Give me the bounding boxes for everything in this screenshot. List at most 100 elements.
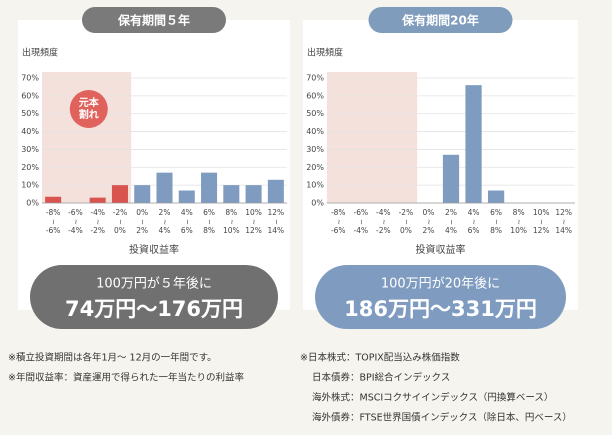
x-tick-label: 2%: [445, 208, 457, 217]
bar: [45, 196, 62, 203]
y-tick-label: 0%: [26, 199, 39, 208]
x-tick-label: -8%: [331, 208, 346, 217]
x-tick-tilde: ~: [49, 219, 57, 225]
summary-pill: [315, 265, 566, 329]
x-tick-label: -2%: [376, 226, 391, 235]
footnote: ※積立投資期間は各年1月〜 12月の一年間です。: [8, 352, 217, 364]
x-tick-label: 8%: [203, 226, 215, 235]
y-tick-label: 70%: [306, 74, 324, 83]
x-tick-label: 12%: [268, 208, 285, 217]
x-tick-label: 10%: [223, 226, 240, 235]
x-tick-label: 0%: [400, 226, 412, 235]
bar: [442, 154, 460, 203]
x-tick-label: -2%: [113, 208, 128, 217]
y-tick-label: 30%: [21, 145, 39, 154]
annotation: 割れ: [79, 108, 99, 121]
x-tick-tilde: ~: [357, 219, 365, 225]
bar: [201, 172, 218, 203]
footnote: 海外株式：MSCIコクサイインデックス（円換算ベース）: [312, 392, 553, 404]
y-axis-label: 出現頻度: [22, 47, 58, 59]
x-tick-label: -2%: [399, 208, 414, 217]
x-tick-label: -6%: [354, 208, 369, 217]
x-tick-label: -6%: [46, 226, 61, 235]
header-pill: [368, 7, 513, 33]
x-tick-label: -4%: [68, 226, 83, 235]
x-tick-label: 4%: [445, 226, 457, 235]
x-tick-tilde: ~: [334, 219, 342, 225]
x-tick-tilde: ~: [537, 219, 545, 225]
x-tick-label: 4%: [159, 226, 171, 235]
x-tick-label: 0%: [423, 208, 435, 217]
x-tick-label: 10%: [245, 208, 262, 217]
x-tick-label: 10%: [510, 226, 527, 235]
y-tick-label: 50%: [306, 109, 324, 118]
summary-line: 100万円が５年後に: [96, 277, 212, 292]
x-tick-tilde: ~: [402, 219, 410, 225]
x-tick-label: -4%: [90, 208, 105, 217]
x-tick-label: 2%: [136, 226, 148, 235]
x-tick-tilde: ~: [183, 219, 191, 225]
y-tick-label: 20%: [21, 163, 39, 172]
footnote: 日本債券：BPI総合インデックス: [312, 372, 450, 384]
y-tick-label: 60%: [306, 91, 324, 100]
x-tick-tilde: ~: [272, 219, 280, 225]
x-tick-tilde: ~: [492, 219, 500, 225]
x-tick-label: -6%: [68, 208, 83, 217]
x-tick-tilde: ~: [379, 219, 387, 225]
x-tick-tilde: ~: [250, 219, 258, 225]
footnote: ※日本株式：TOPIX配当込み株価指数: [300, 352, 460, 364]
y-axis-label: 出現頻度: [307, 47, 343, 59]
bar: [156, 172, 173, 203]
y-tick-label: 10%: [306, 181, 324, 190]
x-axis-label: 投資収益率: [416, 243, 466, 256]
y-tick-label: 70%: [21, 74, 39, 83]
x-tick-label: 4%: [181, 208, 193, 217]
x-tick-label: 4%: [468, 208, 480, 217]
bar: [111, 185, 128, 203]
x-tick-tilde: ~: [447, 219, 455, 225]
x-tick-label: 12%: [533, 226, 550, 235]
x-tick-label: 12%: [555, 208, 572, 217]
x-tick-label: 6%: [490, 208, 502, 217]
header: 保有期間５年: [117, 13, 190, 28]
y-tick-label: 30%: [306, 145, 324, 154]
x-tick-label: 14%: [268, 226, 285, 235]
bar: [245, 185, 262, 203]
x-tick-tilde: ~: [71, 219, 79, 225]
bar: [178, 190, 195, 203]
footnote: ※年間収益率：資産運用で得られた一年当たりの利益率: [8, 372, 244, 384]
x-tick-label: -4%: [376, 208, 391, 217]
summary-amount: 74万円〜176万円: [65, 297, 243, 321]
x-tick-label: 6%: [468, 226, 480, 235]
summary-amount: 186万円〜331万円: [344, 297, 537, 321]
x-tick-label: 2%: [159, 208, 171, 217]
y-tick-label: 10%: [21, 181, 39, 190]
bar: [134, 185, 151, 203]
x-tick-label: 10%: [533, 208, 550, 217]
header: 保有期間20年: [401, 13, 479, 28]
x-tick-label: 0%: [136, 208, 148, 217]
annotation: 元本: [79, 96, 100, 109]
x-tick-label: -6%: [331, 226, 346, 235]
x-tick-tilde: ~: [138, 219, 146, 225]
x-tick-tilde: ~: [161, 219, 169, 225]
x-tick-tilde: ~: [94, 219, 102, 225]
x-tick-label: -4%: [354, 226, 369, 235]
summary-line: 100万円が20年後に: [381, 277, 500, 292]
x-tick-label: 6%: [203, 208, 215, 217]
bar: [89, 197, 106, 203]
x-tick-tilde: ~: [205, 219, 213, 225]
x-tick-tilde: ~: [227, 219, 235, 225]
summary-pill: [30, 265, 278, 329]
y-tick-label: 40%: [306, 127, 324, 136]
bar: [267, 179, 284, 203]
x-tick-label: -8%: [46, 208, 61, 217]
bar: [223, 185, 240, 203]
x-tick-tilde: ~: [560, 219, 568, 225]
y-tick-label: 40%: [21, 127, 39, 136]
loss-zone: [327, 72, 418, 203]
y-tick-label: 60%: [21, 91, 39, 100]
bar: [487, 190, 505, 203]
x-tick-tilde: ~: [515, 219, 523, 225]
